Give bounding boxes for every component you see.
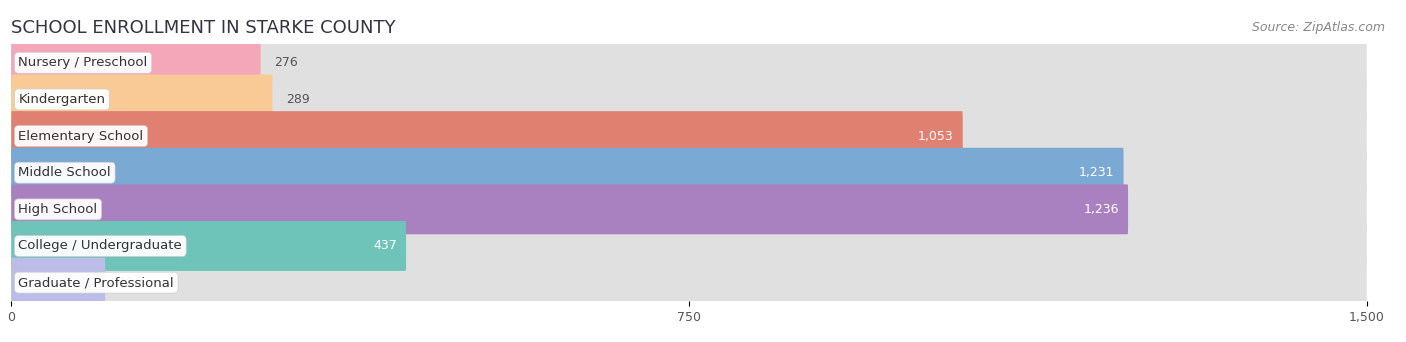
Text: 104: 104	[118, 276, 142, 289]
Text: SCHOOL ENROLLMENT IN STARKE COUNTY: SCHOOL ENROLLMENT IN STARKE COUNTY	[11, 19, 396, 37]
Text: Kindergarten: Kindergarten	[18, 93, 105, 106]
FancyBboxPatch shape	[11, 228, 1367, 264]
FancyBboxPatch shape	[11, 264, 1367, 301]
Text: Graduate / Professional: Graduate / Professional	[18, 276, 174, 289]
Text: 1,053: 1,053	[918, 130, 953, 143]
FancyBboxPatch shape	[11, 154, 1367, 191]
FancyBboxPatch shape	[11, 258, 1367, 307]
Text: 289: 289	[285, 93, 309, 106]
Text: Elementary School: Elementary School	[18, 130, 143, 143]
FancyBboxPatch shape	[11, 258, 105, 307]
FancyBboxPatch shape	[11, 111, 1367, 161]
FancyBboxPatch shape	[11, 184, 1367, 234]
FancyBboxPatch shape	[11, 148, 1367, 198]
FancyBboxPatch shape	[11, 75, 1367, 124]
FancyBboxPatch shape	[11, 191, 1367, 228]
FancyBboxPatch shape	[11, 111, 963, 161]
Text: College / Undergraduate: College / Undergraduate	[18, 239, 183, 252]
Text: High School: High School	[18, 203, 97, 216]
FancyBboxPatch shape	[11, 221, 1367, 271]
FancyBboxPatch shape	[11, 75, 273, 124]
FancyBboxPatch shape	[11, 118, 1367, 154]
Text: Source: ZipAtlas.com: Source: ZipAtlas.com	[1251, 21, 1385, 34]
Text: 1,231: 1,231	[1078, 166, 1115, 179]
Text: 276: 276	[274, 56, 298, 69]
FancyBboxPatch shape	[11, 184, 1128, 234]
FancyBboxPatch shape	[11, 148, 1123, 198]
FancyBboxPatch shape	[11, 221, 406, 271]
Text: Middle School: Middle School	[18, 166, 111, 179]
FancyBboxPatch shape	[11, 38, 1367, 88]
FancyBboxPatch shape	[11, 44, 1367, 81]
FancyBboxPatch shape	[11, 38, 260, 88]
Text: 437: 437	[374, 239, 396, 252]
Text: 1,236: 1,236	[1084, 203, 1119, 216]
Text: Nursery / Preschool: Nursery / Preschool	[18, 56, 148, 69]
FancyBboxPatch shape	[11, 81, 1367, 118]
